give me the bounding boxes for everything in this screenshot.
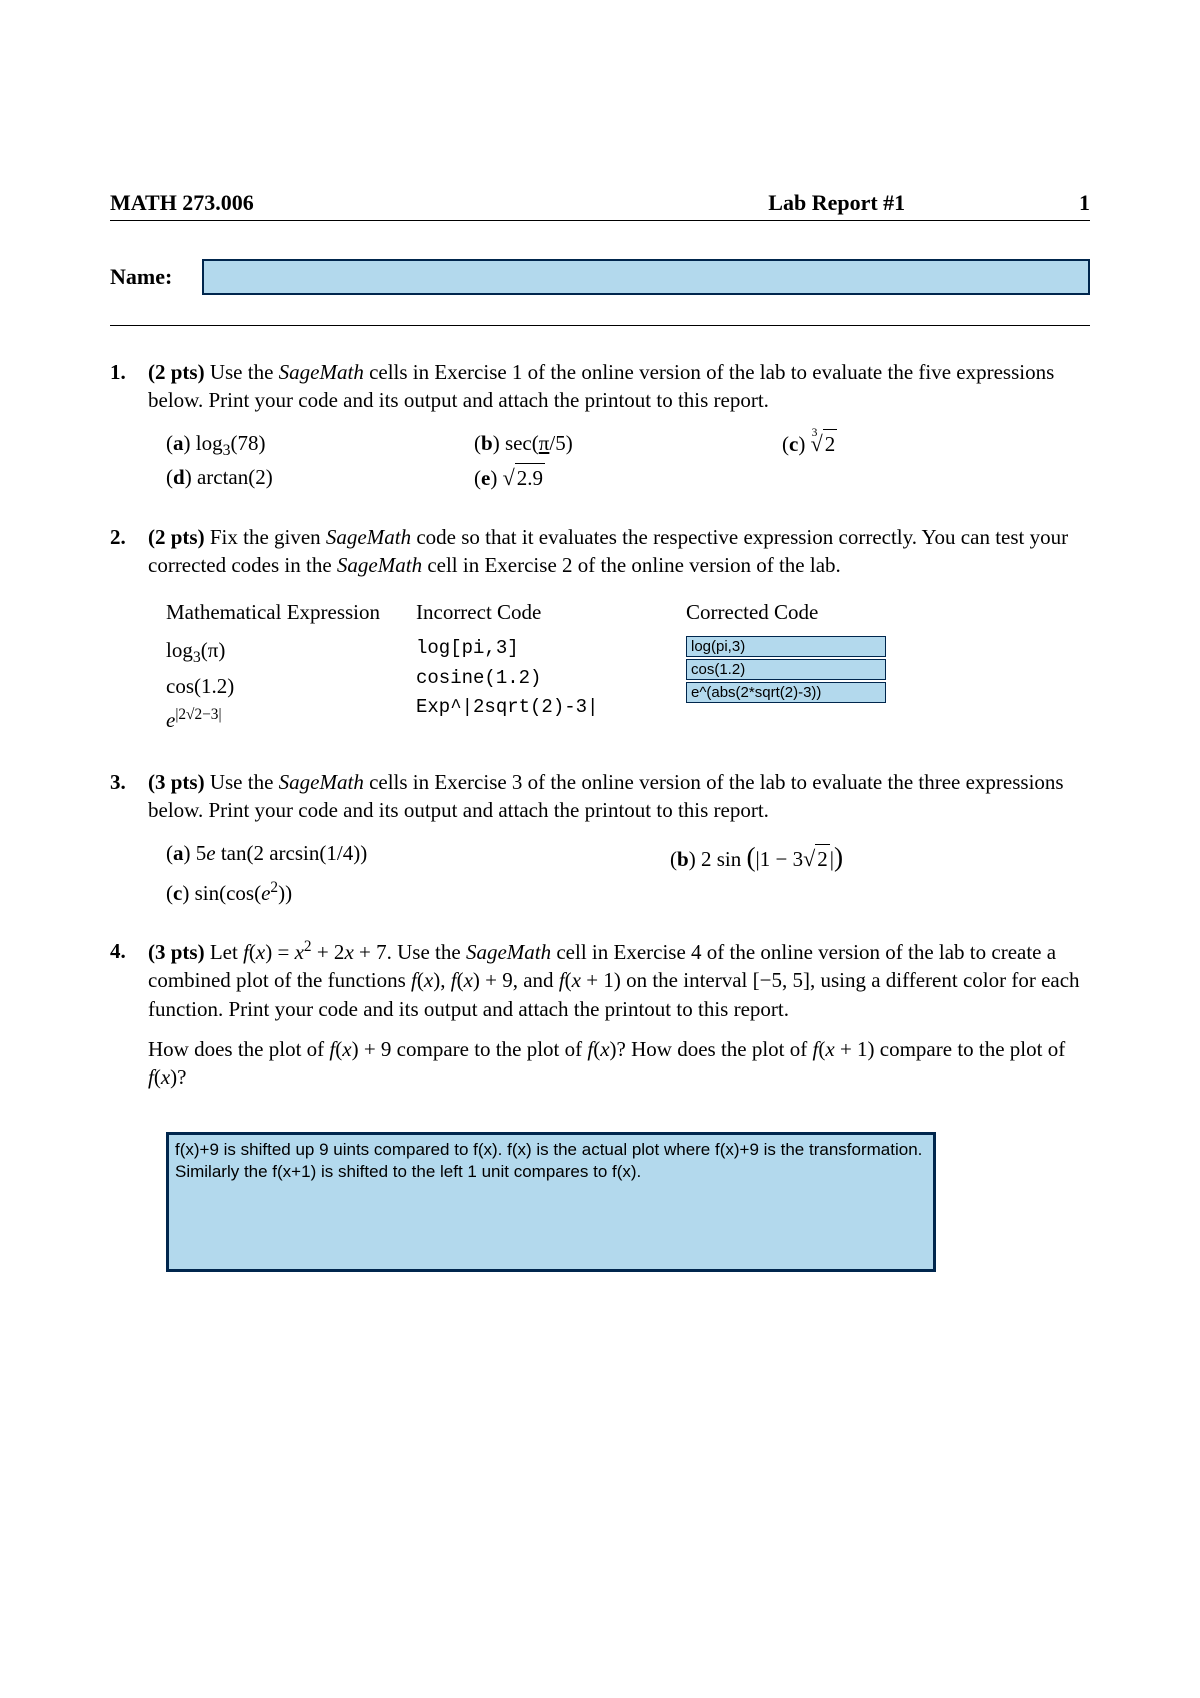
problem-2: 2. (2 pts) Fix the given SageMath code s…: [110, 523, 1090, 738]
problem-body: (3 pts) Use the SageMath cells in Exerci…: [148, 768, 1090, 907]
problem-number: 1.: [110, 358, 136, 493]
page: MATH 273.006 Lab Report #1 1 Name: 1. (2…: [0, 0, 1200, 1698]
name-label: Name:: [110, 264, 172, 290]
course-code: MATH 273.006: [110, 190, 595, 216]
p1-c: (c) 3√2: [782, 429, 1090, 461]
p1-e: (e) √2.9: [474, 463, 782, 493]
page-number: 1: [1079, 190, 1090, 216]
p1-b: (b) sec(π/5): [474, 429, 782, 461]
header: MATH 273.006 Lab Report #1 1: [110, 190, 1090, 221]
p1-d: (d) arctan(2): [166, 463, 474, 493]
problem-number: 2.: [110, 523, 136, 738]
points: (2 pts): [148, 525, 205, 549]
col-corrected-code: Corrected Code log(pi,3) cos(1.2) e^(abs…: [686, 598, 1090, 738]
problem-1-parts-row1: (a) log3(78) (b) sec(π/5) (c) 3√2: [148, 429, 1090, 461]
problem-1-parts-row2: (d) arctan(2) (e) √2.9: [148, 463, 1090, 493]
p1-a: (a) log3(78): [166, 429, 474, 461]
problem-3: 3. (3 pts) Use the SageMath cells in Exe…: [110, 768, 1090, 907]
p3-a: (a) 5e tan(2 arcsin(1/4)): [166, 839, 670, 876]
p3-b: (b) 2 sin (|1 − 3√2|): [670, 839, 1090, 876]
name-input-box[interactable]: [202, 259, 1090, 295]
problem-3-parts-row2: (c) sin(cos(e2)): [148, 878, 1090, 907]
points: (3 pts): [148, 940, 205, 964]
problem-3-parts-row1: (a) 5e tan(2 arcsin(1/4)) (b) 2 sin (|1 …: [148, 839, 1090, 876]
answer-box-1[interactable]: log(pi,3): [686, 636, 886, 657]
points: (3 pts): [148, 770, 205, 794]
problem-body: (2 pts) Fix the given SageMath code so t…: [148, 523, 1090, 738]
p3-c: (c) sin(cos(e2)): [166, 878, 670, 907]
problem-2-table: Mathematical Expression log3(π) cos(1.2)…: [148, 598, 1090, 738]
problem-body: (2 pts) Use the SageMath cells in Exerci…: [148, 358, 1090, 493]
answer-box-3[interactable]: e^(abs(2*sqrt(2)-3)): [686, 682, 886, 703]
problem-number: 4.: [110, 937, 136, 1092]
problems-list: 1. (2 pts) Use the SageMath cells in Exe…: [110, 358, 1090, 1272]
col-incorrect-code: Incorrect Code log[pi,3] cosine(1.2) Exp…: [416, 598, 666, 738]
divider: [110, 325, 1090, 326]
col-math-expr: Mathematical Expression log3(π) cos(1.2)…: [166, 598, 396, 738]
name-row: Name:: [110, 259, 1090, 295]
problem-4: 4. (3 pts) Let f(x) = x2 + 2x + 7. Use t…: [110, 937, 1090, 1092]
problem-4-question: How does the plot of f(x) + 9 compare to…: [148, 1035, 1090, 1092]
problem-1: 1. (2 pts) Use the SageMath cells in Exe…: [110, 358, 1090, 493]
points: (2 pts): [148, 360, 205, 384]
problem-number: 3.: [110, 768, 136, 907]
answer-box-2[interactable]: cos(1.2): [686, 659, 886, 680]
report-title: Lab Report #1: [595, 190, 1080, 216]
problem-4-answer-box[interactable]: f(x)+9 is shifted up 9 uints compared to…: [166, 1132, 936, 1272]
problem-body: (3 pts) Let f(x) = x2 + 2x + 7. Use the …: [148, 937, 1090, 1092]
